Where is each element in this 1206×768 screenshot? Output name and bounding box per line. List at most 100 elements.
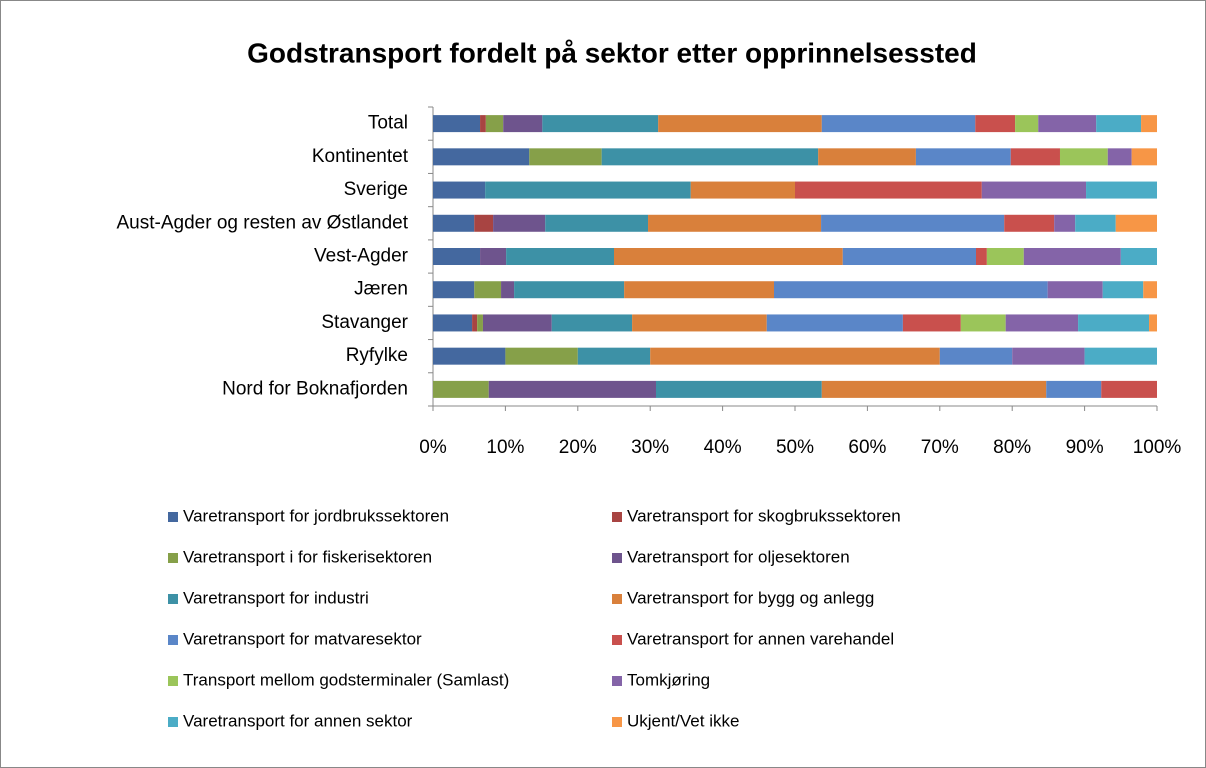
bar-segment xyxy=(1120,248,1157,265)
bar-segment xyxy=(655,380,822,398)
bar-segment xyxy=(472,314,478,332)
legend-swatch xyxy=(612,553,622,563)
legend-swatch xyxy=(612,512,622,522)
bar-segment xyxy=(1054,214,1076,232)
category-label: Total xyxy=(368,113,408,134)
bar-segment xyxy=(1084,347,1157,365)
bar-segment xyxy=(986,248,1024,265)
bar-segment xyxy=(1038,115,1097,133)
bar-segment xyxy=(1149,314,1157,332)
legend-swatch xyxy=(168,594,178,604)
bar-segment xyxy=(482,314,552,332)
legend-label: Varetransport for annen sektor xyxy=(183,711,413,730)
bar-segment xyxy=(514,281,625,299)
bar-segment xyxy=(1143,281,1157,299)
bar-segment xyxy=(1086,181,1157,199)
bar-segment xyxy=(1015,115,1039,133)
legend-label: Varetransport i for fiskerisektoren xyxy=(183,547,432,566)
bar-segment xyxy=(1075,214,1116,232)
bar-segment xyxy=(981,181,1087,199)
category-label: Kontinentet xyxy=(312,146,409,167)
bar-segment xyxy=(433,181,486,199)
x-tick-label: 60% xyxy=(848,437,886,458)
bar-segment xyxy=(624,281,775,299)
x-tick-label: 40% xyxy=(704,437,742,458)
category-label: Vest-Agder xyxy=(314,246,409,267)
legend-label: Varetransport for bygg og anlegg xyxy=(627,588,874,607)
bar-segment xyxy=(480,248,507,265)
bar-segment xyxy=(795,181,982,199)
bar-segment xyxy=(632,314,767,332)
legend-swatch xyxy=(168,676,178,686)
legend-swatch xyxy=(168,717,178,727)
bar-segment xyxy=(1023,248,1121,265)
legend-label: Tomkjøring xyxy=(627,670,710,689)
legend-label: Varetransport for skogbrukssektoren xyxy=(627,506,901,525)
bar-segment xyxy=(1115,214,1157,232)
bar-segment xyxy=(939,347,1013,365)
bar-segment xyxy=(493,214,546,232)
legend-label: Varetransport for annen varehandel xyxy=(627,629,894,648)
bar-segment xyxy=(842,248,976,265)
bar-segment xyxy=(529,148,602,166)
bar-segment xyxy=(474,281,502,299)
bar-segment xyxy=(1059,148,1108,166)
legend-swatch xyxy=(168,553,178,563)
legend-label: Varetransport for jordbrukssektoren xyxy=(183,506,449,525)
legend-swatch xyxy=(612,676,622,686)
bar-segment xyxy=(766,314,903,332)
bar-segment xyxy=(1101,380,1157,398)
legend-label: Varetransport for industri xyxy=(183,588,369,607)
category-label: Stavanger xyxy=(321,312,408,333)
legend-label: Transport mellom godsterminaler (Samlast… xyxy=(183,670,509,689)
category-label: Ryfylke xyxy=(346,345,408,366)
legend-swatch xyxy=(612,717,622,727)
chart-title: Godstransport fordelt på sektor etter op… xyxy=(247,37,977,68)
x-tick-label: 100% xyxy=(1133,437,1182,458)
bar-segment xyxy=(477,314,483,332)
bar-segment xyxy=(1107,148,1132,166)
bar-segment xyxy=(821,115,976,133)
bar-segment xyxy=(960,314,1006,332)
x-tick-label: 0% xyxy=(419,437,447,458)
bar-segment xyxy=(1046,380,1102,398)
bar-segment xyxy=(474,214,494,232)
bar-segment xyxy=(433,380,489,398)
bar-segment xyxy=(902,314,961,332)
bar-segment xyxy=(505,347,578,365)
bar-segment xyxy=(915,148,1011,166)
category-label: Aust-Agder og resten av Østlandet xyxy=(117,212,409,233)
bar-segment xyxy=(542,115,659,133)
bar-segment xyxy=(1141,115,1157,133)
x-tick-label: 80% xyxy=(993,437,1031,458)
bar-segment xyxy=(485,115,504,133)
bar-segment xyxy=(501,281,515,299)
bar-segment xyxy=(1047,281,1103,299)
bar-segment xyxy=(614,248,843,265)
bar-segment xyxy=(433,248,481,265)
bar-segment xyxy=(551,314,633,332)
legend-swatch xyxy=(168,635,178,645)
legend-swatch xyxy=(168,512,178,522)
bar-segment xyxy=(658,115,822,133)
legend-label: Varetransport for oljesektoren xyxy=(627,547,850,566)
bar-segment xyxy=(821,380,1047,398)
bar-segment xyxy=(774,281,1048,299)
bar-segment xyxy=(577,347,651,365)
x-tick-label: 10% xyxy=(486,437,524,458)
bar-segment xyxy=(488,380,656,398)
legend-swatch xyxy=(612,594,622,604)
bar-segment xyxy=(480,115,486,133)
bar-segment xyxy=(433,115,481,133)
bar-segment xyxy=(1012,347,1085,365)
bar-segment xyxy=(648,214,822,232)
bar-segment xyxy=(1102,281,1144,299)
bar-segment xyxy=(433,347,506,365)
bar-segment xyxy=(433,281,475,299)
category-label: Nord for Boknafjorden xyxy=(222,378,408,399)
bar-segment xyxy=(1004,214,1055,232)
category-label: Sverige xyxy=(344,179,408,200)
bar-segment xyxy=(975,115,1016,133)
bar-segment xyxy=(1010,148,1060,166)
